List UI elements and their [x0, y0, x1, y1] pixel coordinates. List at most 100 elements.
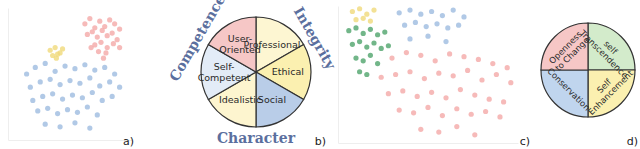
scatter-point: [100, 28, 105, 33]
pie-slice: [256, 72, 304, 127]
scatter-point: [67, 78, 72, 83]
scatter-point: [407, 69, 412, 74]
scatter-point: [386, 43, 391, 48]
scatter-point: [111, 41, 116, 46]
scatter-point: [112, 21, 117, 26]
scatter-point: [80, 95, 85, 100]
y-axis: [338, 7, 339, 144]
scatter-point: [451, 8, 456, 13]
scatter-point: [57, 82, 62, 87]
scatter-point: [361, 31, 366, 36]
scatter-point: [95, 112, 100, 117]
scatter-point: [393, 72, 398, 77]
group-label: Integrity: [291, 4, 340, 73]
panel-label: b): [315, 135, 326, 148]
scatter-point: [60, 96, 65, 101]
scatter-point: [415, 94, 420, 99]
slice-label: Self-Competent: [198, 61, 251, 82]
scatter-point: [110, 94, 115, 99]
scatter-point: [357, 6, 362, 11]
scatter-point: [508, 80, 513, 85]
scatter-point: [75, 110, 80, 115]
scatter-point: [82, 62, 87, 67]
scatter-point: [96, 49, 101, 54]
slice-label: User-Oriented: [219, 33, 260, 54]
scatter-point: [487, 97, 492, 102]
scatter-point: [88, 45, 93, 50]
scatter-point: [375, 61, 380, 66]
scatter-point: [117, 45, 122, 50]
slice-label: Ethical: [272, 66, 304, 77]
scatter-point: [364, 45, 369, 50]
scatter-point: [440, 113, 445, 118]
scatter-point: [35, 108, 40, 113]
scatter-panel: [9, 9, 133, 141]
scatter-point: [54, 56, 59, 61]
scatter-point: [48, 77, 53, 82]
scatter-point: [404, 50, 409, 55]
scatter-point: [90, 29, 95, 34]
scatter-point: [90, 90, 95, 95]
figure: a)ProfessionalEthicalSocialIdealisticSel…: [0, 0, 640, 149]
scatter-point: [429, 9, 434, 14]
panel-label: c): [520, 135, 530, 148]
scatter-point: [445, 25, 450, 30]
scatter-point: [30, 98, 35, 103]
scatter-point: [440, 13, 445, 18]
scatter-point: [72, 66, 77, 71]
scatter-panel: [339, 6, 519, 143]
scatter-point: [407, 36, 412, 41]
scatter-point: [87, 75, 92, 80]
scatter-point: [494, 72, 499, 77]
scatter-point: [50, 91, 55, 96]
scatter-point: [361, 16, 366, 21]
scatter-point: [40, 94, 45, 99]
axis-line: [8, 9, 9, 141]
scatter-point: [92, 67, 97, 72]
scatter-point: [501, 99, 506, 104]
group-label: Character: [217, 130, 296, 146]
scatter-point: [102, 65, 107, 70]
scatter-point: [418, 127, 423, 132]
scatter-point: [429, 90, 434, 95]
scatter-point: [461, 54, 466, 59]
axis-line: [9, 140, 133, 141]
scatter-point: [101, 56, 106, 61]
scatter-point: [87, 16, 92, 21]
scatter-point: [402, 23, 407, 28]
scatter-point: [72, 120, 77, 125]
scatter-point: [107, 79, 112, 84]
scatter-point: [364, 72, 369, 77]
scatter-point: [413, 20, 418, 25]
scatter-point: [38, 79, 43, 84]
scatter-point: [82, 21, 87, 26]
pie-panel: ProfessionalEthicalSocialIdealisticSelf-…: [166, 0, 340, 146]
scatter-point: [433, 58, 438, 63]
scatter-point: [353, 25, 358, 30]
scatter-point: [382, 29, 387, 34]
scatter-point: [85, 104, 90, 109]
scatter-point: [48, 48, 53, 53]
scatter-point: [57, 124, 62, 129]
scatter-point: [418, 53, 423, 58]
scatter-point: [397, 108, 402, 113]
scatter-point: [98, 40, 103, 45]
scatter-point: [53, 45, 58, 50]
scatter-point: [422, 76, 427, 81]
scatter-point: [425, 34, 430, 39]
scatter-point: [364, 12, 369, 17]
scatter-point: [95, 34, 100, 39]
scatter-point: [70, 93, 75, 98]
scatter-point: [62, 63, 67, 68]
scatter-point: [28, 85, 33, 90]
scatter-point: [424, 24, 429, 29]
scatter-point: [353, 55, 358, 60]
scatter-point: [350, 42, 355, 47]
scatter-point: [411, 110, 416, 115]
scatter-point: [490, 61, 495, 66]
scatter-point: [389, 55, 394, 60]
scatter-point: [65, 107, 70, 112]
scatter-point: [107, 17, 112, 22]
scatter-point: [447, 51, 452, 56]
scatter-point: [112, 71, 117, 76]
